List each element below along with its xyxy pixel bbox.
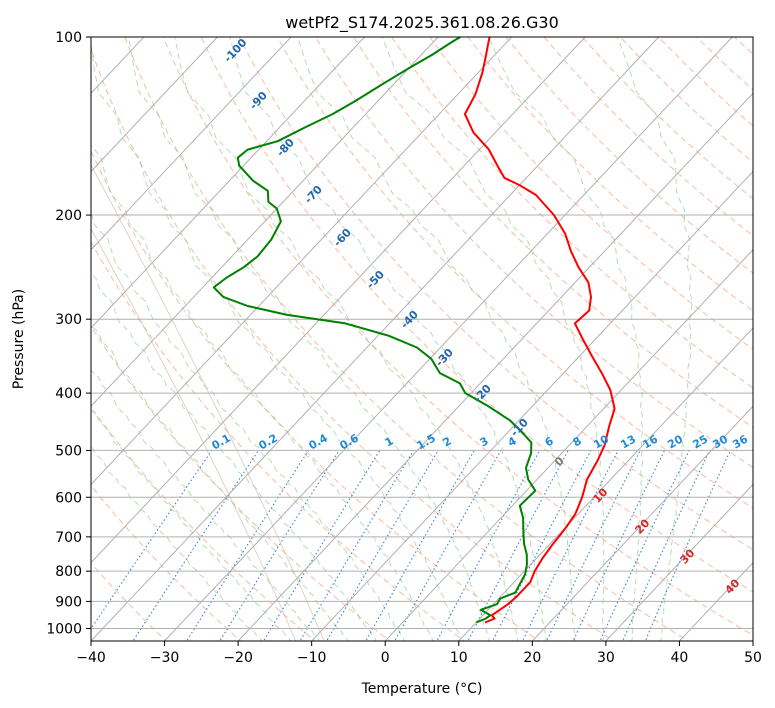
mixing-ratio-line bbox=[326, 450, 439, 641]
dry-adiabat bbox=[91, 325, 391, 641]
isotherm-gridline bbox=[91, 37, 365, 329]
x-tick-label: 30 bbox=[597, 650, 615, 666]
y-tick-label: 1000 bbox=[46, 621, 82, 637]
isotherm-gridline bbox=[458, 327, 753, 641]
dry-adiabat bbox=[314, 37, 753, 469]
dry-adiabat bbox=[238, 37, 753, 551]
mixing-ratio-line bbox=[299, 450, 414, 641]
x-tick-label: −30 bbox=[150, 650, 180, 666]
x-tick-label: −20 bbox=[223, 650, 253, 666]
y-tick-label: 400 bbox=[55, 386, 82, 402]
x-tick-label: −40 bbox=[76, 650, 106, 666]
y-tick-label: 500 bbox=[55, 443, 82, 459]
isotherm-gridline bbox=[531, 405, 753, 641]
x-tick-label: 20 bbox=[523, 650, 541, 666]
dry-adiabat bbox=[200, 37, 753, 593]
mixing-ratio-line bbox=[185, 450, 309, 641]
reference-curve bbox=[91, 227, 297, 641]
isotherm-gridline bbox=[91, 37, 513, 486]
isotherm-gridline bbox=[91, 37, 660, 641]
plot-background bbox=[91, 37, 753, 641]
series-lines bbox=[212, 37, 616, 624]
temperature-line bbox=[463, 37, 616, 624]
isotherm-gridline bbox=[752, 640, 753, 641]
dry-adiabat bbox=[391, 37, 753, 389]
moist-adiabat bbox=[91, 446, 263, 641]
dry-adiabat bbox=[353, 37, 753, 428]
isotherm-gridline bbox=[311, 170, 753, 641]
y-tick-label: 600 bbox=[55, 490, 82, 506]
dewpoint-line bbox=[212, 37, 537, 624]
y-tick-label: 200 bbox=[55, 208, 82, 224]
chart-title: wetPf2_S174.2025.361.08.26.G30 bbox=[285, 13, 559, 33]
dry-adiabat bbox=[124, 37, 690, 641]
dry-adiabat bbox=[429, 37, 753, 350]
isotherm-gridline bbox=[164, 37, 733, 641]
isotherm-gridline bbox=[91, 37, 218, 173]
grid-lines bbox=[91, 37, 753, 641]
x-tick-label: −10 bbox=[297, 650, 327, 666]
y-axis-title: Pressure (hPa) bbox=[11, 289, 27, 389]
y-tick-label: 700 bbox=[55, 530, 82, 546]
y-tick-label: 800 bbox=[55, 564, 82, 580]
y-tick-label: 900 bbox=[55, 594, 82, 610]
isotherm-gridline bbox=[91, 37, 439, 407]
isotherm-gridline bbox=[91, 37, 292, 251]
x-axis-title: Temperature (°C) bbox=[361, 681, 483, 697]
isotherm-gridline bbox=[237, 92, 753, 641]
mixing-ratio-line bbox=[572, 450, 665, 641]
x-tick-label: 50 bbox=[744, 650, 762, 666]
mixing-ratio-line bbox=[219, 450, 340, 641]
isotherm-gridline bbox=[384, 249, 753, 641]
x-tick-label: 10 bbox=[450, 650, 468, 666]
mixing-ratio-line bbox=[599, 450, 690, 641]
x-tick-label: 0 bbox=[381, 650, 390, 666]
y-axis: 100 200 300 400 500 600 700 800 900 1000 bbox=[46, 30, 91, 637]
x-axis: −40 −30 −20 −10 0 10 20 30 40 50 bbox=[76, 641, 762, 666]
mixing-ratio-line bbox=[436, 450, 541, 641]
moist-adiabat bbox=[91, 409, 292, 641]
isotherm-gridline bbox=[91, 37, 586, 564]
x-tick-label: 40 bbox=[671, 650, 689, 666]
y-tick-label: 300 bbox=[55, 312, 82, 328]
y-tick-label: 100 bbox=[55, 30, 82, 46]
mixing-ratio-line bbox=[132, 450, 259, 641]
dry-adiabat bbox=[276, 37, 753, 509]
plot-frame bbox=[90, 36, 754, 642]
mixing-ratio-line bbox=[467, 450, 569, 641]
isotherm-gridline bbox=[605, 483, 753, 641]
moist-adiabat bbox=[91, 40, 462, 641]
dry-adiabat bbox=[467, 37, 753, 312]
mixing-ratio-line bbox=[91, 450, 213, 630]
